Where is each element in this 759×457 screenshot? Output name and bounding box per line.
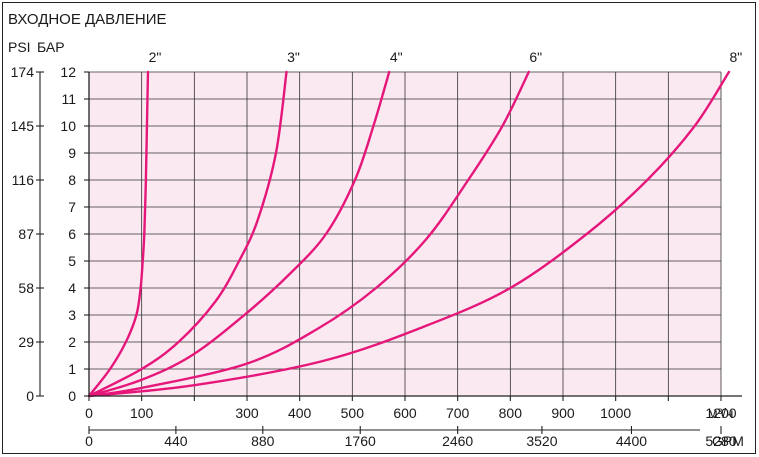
- bar-tick-label: 5: [68, 253, 76, 269]
- bar-tick-label: 1: [68, 361, 76, 377]
- series-line-1: [87, 70, 288, 398]
- gpm-tick-label: 440: [164, 433, 188, 449]
- psi-tick-label: 116: [12, 172, 35, 188]
- bar-tick-label: 7: [68, 199, 76, 215]
- series-line-3: [87, 70, 530, 398]
- bar-tick-label: 6: [68, 226, 76, 242]
- bar-tick-label: 2: [68, 334, 76, 350]
- series-label: 4": [390, 49, 403, 65]
- gpm-tick-label: 880: [251, 433, 275, 449]
- psi-tick-label: 58: [18, 280, 34, 296]
- x-tick-label: 0: [85, 405, 93, 421]
- x-tick-label: 700: [446, 405, 470, 421]
- x-tick-label: 500: [341, 405, 365, 421]
- psi-tick-label: 0: [26, 388, 34, 404]
- gpm-tick-label: 2460: [442, 433, 473, 449]
- bar-tick-label: 12: [60, 64, 76, 80]
- psi-axis-label: PSI: [8, 39, 31, 55]
- x-tick-label: 100: [130, 405, 154, 421]
- curves: 2" 3" 4" 6" 8": [87, 49, 743, 398]
- x-tick-label: 800: [499, 405, 523, 421]
- x-tick-label: 400: [288, 405, 312, 421]
- bar-tick-label: 9: [68, 145, 76, 161]
- psi-tick-label: 174: [11, 64, 35, 80]
- psi-tick-label: 29: [18, 334, 34, 350]
- bar-tick-label: 4: [68, 280, 76, 296]
- x-unit-secondary: GPM: [712, 433, 744, 449]
- gpm-tick-label: 4400: [616, 433, 647, 449]
- series-label: 8": [730, 49, 743, 65]
- psi-tick-label: 145: [11, 118, 35, 134]
- gpm-tick-label: 5280: [705, 433, 736, 449]
- grid: [89, 71, 722, 396]
- bar-tick-label: 11: [61, 91, 76, 107]
- bar-tick-label: 0: [68, 388, 76, 404]
- x-unit-primary: м³/ч: [708, 405, 733, 421]
- series-line-0: [87, 70, 150, 398]
- chart-title: ВХОДНОЕ ДАВЛЕНИЕ: [8, 11, 167, 28]
- bar-tick-label: 10: [60, 118, 76, 134]
- bar-tick-label: 3: [68, 307, 76, 323]
- bar-tick-label: 8: [68, 172, 76, 188]
- x-tick-label: 300: [235, 405, 259, 421]
- series-label: 2": [149, 49, 162, 65]
- x-tick-label: 1200: [705, 405, 736, 421]
- series-line-4: [87, 70, 731, 398]
- series-label: 3": [287, 49, 300, 65]
- gpm-tick-label: 0: [85, 433, 93, 449]
- psi-tick-label: 87: [18, 226, 34, 242]
- series-label: 6": [529, 49, 542, 65]
- x-tick-label: 600: [393, 405, 417, 421]
- gpm-tick-label: 1760: [345, 433, 376, 449]
- x-tick-label: 1000: [600, 405, 631, 421]
- gpm-tick-label: 3520: [526, 433, 557, 449]
- bar-axis-label: БАР: [37, 39, 65, 55]
- x-tick-label: 900: [551, 405, 575, 421]
- series-line-2: [87, 70, 391, 398]
